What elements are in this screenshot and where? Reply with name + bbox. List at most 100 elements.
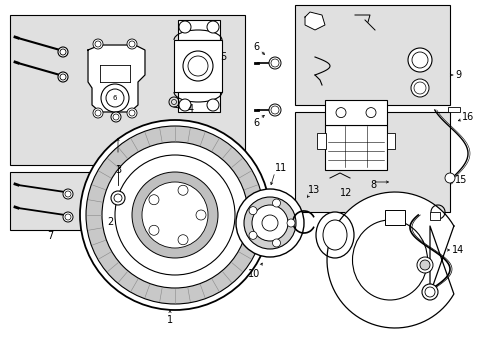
Bar	[447, 107, 459, 112]
Text: 12: 12	[339, 188, 352, 198]
Circle shape	[106, 89, 124, 107]
Circle shape	[206, 21, 219, 33]
Circle shape	[407, 48, 431, 72]
Circle shape	[178, 185, 188, 195]
Circle shape	[111, 112, 121, 122]
Text: 10: 10	[247, 269, 260, 279]
Text: 9: 9	[454, 70, 460, 80]
Text: 2: 2	[107, 217, 113, 227]
Text: 6: 6	[113, 95, 117, 101]
Circle shape	[365, 108, 375, 118]
Circle shape	[244, 197, 295, 249]
Polygon shape	[88, 45, 145, 112]
Bar	[429, 212, 439, 220]
Circle shape	[196, 210, 205, 220]
Circle shape	[65, 191, 71, 197]
Circle shape	[248, 231, 257, 239]
Circle shape	[179, 99, 191, 111]
Bar	[386, 133, 394, 149]
Circle shape	[86, 126, 264, 304]
Text: 14: 14	[451, 245, 463, 255]
Circle shape	[149, 195, 159, 205]
Text: 5: 5	[220, 52, 226, 62]
Circle shape	[178, 235, 188, 245]
Text: 16: 16	[461, 112, 473, 122]
Circle shape	[132, 172, 218, 258]
Circle shape	[111, 191, 125, 205]
Bar	[10, 15, 244, 165]
Circle shape	[115, 155, 235, 275]
Text: 13: 13	[307, 185, 320, 195]
Circle shape	[63, 189, 73, 199]
Circle shape	[444, 173, 454, 183]
Circle shape	[65, 214, 71, 220]
Circle shape	[421, 284, 437, 300]
Bar	[384, 210, 404, 225]
Circle shape	[270, 59, 279, 67]
Bar	[178, 20, 220, 40]
Bar	[174, 40, 222, 92]
Ellipse shape	[323, 220, 346, 250]
Circle shape	[60, 74, 66, 80]
Circle shape	[424, 287, 434, 297]
Bar	[10, 172, 100, 230]
Circle shape	[127, 108, 137, 118]
Circle shape	[413, 82, 425, 94]
Bar	[294, 112, 449, 212]
Text: 8: 8	[369, 180, 375, 190]
Circle shape	[95, 110, 101, 116]
Circle shape	[286, 219, 294, 227]
Circle shape	[127, 39, 137, 49]
Circle shape	[149, 225, 159, 235]
Circle shape	[58, 72, 68, 82]
Circle shape	[411, 52, 427, 68]
Ellipse shape	[352, 220, 427, 300]
Text: 11: 11	[274, 163, 286, 173]
Circle shape	[63, 212, 73, 222]
Text: 6: 6	[252, 118, 259, 128]
Circle shape	[80, 120, 269, 310]
Circle shape	[410, 79, 428, 97]
Ellipse shape	[315, 212, 353, 258]
Bar	[316, 133, 325, 149]
Bar	[325, 125, 386, 170]
Circle shape	[416, 257, 432, 273]
Circle shape	[268, 104, 281, 116]
Circle shape	[95, 41, 101, 47]
Circle shape	[206, 99, 219, 111]
Circle shape	[272, 239, 280, 247]
Bar	[178, 92, 220, 112]
Circle shape	[179, 21, 191, 33]
Circle shape	[270, 106, 279, 114]
Bar	[294, 5, 449, 105]
Circle shape	[113, 114, 119, 120]
Circle shape	[129, 41, 135, 47]
Polygon shape	[326, 192, 453, 328]
Circle shape	[236, 189, 304, 257]
Circle shape	[114, 194, 122, 202]
Circle shape	[262, 215, 278, 231]
Text: 7: 7	[47, 231, 53, 241]
Text: 1: 1	[166, 315, 173, 325]
Circle shape	[335, 108, 346, 118]
Circle shape	[183, 51, 213, 81]
Circle shape	[251, 205, 287, 241]
Circle shape	[419, 260, 429, 270]
Text: 4: 4	[187, 104, 194, 114]
Circle shape	[60, 49, 66, 55]
Circle shape	[58, 47, 68, 57]
Circle shape	[101, 84, 129, 112]
Circle shape	[268, 57, 281, 69]
Circle shape	[187, 56, 207, 76]
Text: 15: 15	[454, 175, 467, 185]
Circle shape	[93, 39, 103, 49]
Circle shape	[142, 182, 207, 248]
Bar	[325, 100, 386, 125]
Circle shape	[102, 142, 247, 288]
Text: 6: 6	[252, 42, 259, 52]
Circle shape	[93, 108, 103, 118]
Circle shape	[248, 207, 257, 215]
Circle shape	[272, 199, 280, 207]
Circle shape	[129, 110, 135, 116]
Text: 3: 3	[115, 165, 121, 175]
